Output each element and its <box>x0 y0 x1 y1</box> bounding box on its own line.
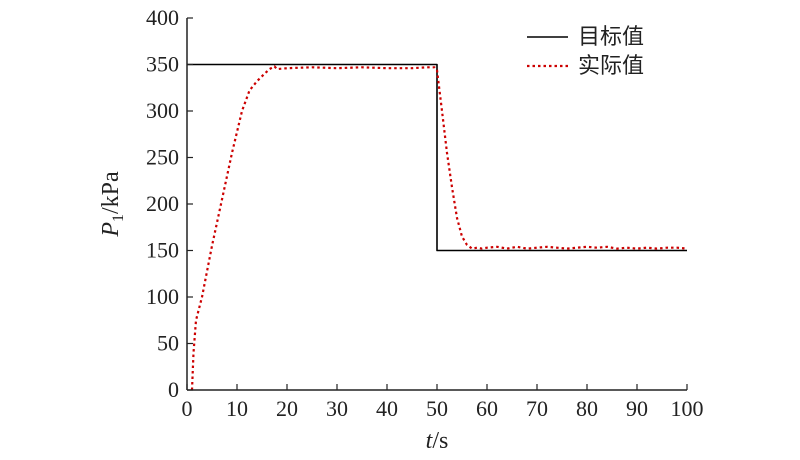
x-tick-label: 70 <box>526 396 548 421</box>
y-tick-label: 250 <box>146 145 179 170</box>
x-tick-label: 80 <box>576 396 598 421</box>
y-tick-label: 50 <box>157 331 179 356</box>
y-axis-unit: /kPa <box>98 171 124 214</box>
x-axis-var: t <box>426 428 434 454</box>
y-tick-label: 400 <box>146 5 179 30</box>
y-axis-subscript: 1 <box>110 214 127 222</box>
y-tick-label: 150 <box>146 238 179 263</box>
x-axis-unit: /s <box>432 428 448 454</box>
x-tick-label: 10 <box>226 396 248 421</box>
x-tick-label: 90 <box>626 396 648 421</box>
y-tick-label: 300 <box>146 98 179 123</box>
y-tick-label: 350 <box>146 52 179 77</box>
x-tick-label: 40 <box>376 396 398 421</box>
series-line-0 <box>187 63 687 252</box>
series-line-1 <box>190 65 688 391</box>
x-tick-label: 50 <box>426 396 448 421</box>
y-tick-label: 100 <box>146 284 179 309</box>
x-axis-label: t/s <box>426 428 449 454</box>
plot-lines <box>187 63 688 391</box>
y-axis-label: P1/kPa <box>98 171 127 238</box>
x-tick-label: 20 <box>276 396 298 421</box>
y-axis-var: P <box>98 222 124 238</box>
x-tick-label: 30 <box>326 396 348 421</box>
legend-label-1: 实际值 <box>578 54 644 79</box>
x-tick-label: 60 <box>476 396 498 421</box>
x-tick-label: 0 <box>182 396 193 421</box>
y-tick-label: 0 <box>168 377 179 402</box>
legend-label-0: 目标值 <box>578 25 644 50</box>
y-tick-label: 200 <box>146 191 179 216</box>
x-tick-label: 100 <box>671 396 704 421</box>
ticks: 0 10 20 30 40 50 60 70 80 90 100 0 50 100 150 200 250 300… <box>146 5 704 421</box>
